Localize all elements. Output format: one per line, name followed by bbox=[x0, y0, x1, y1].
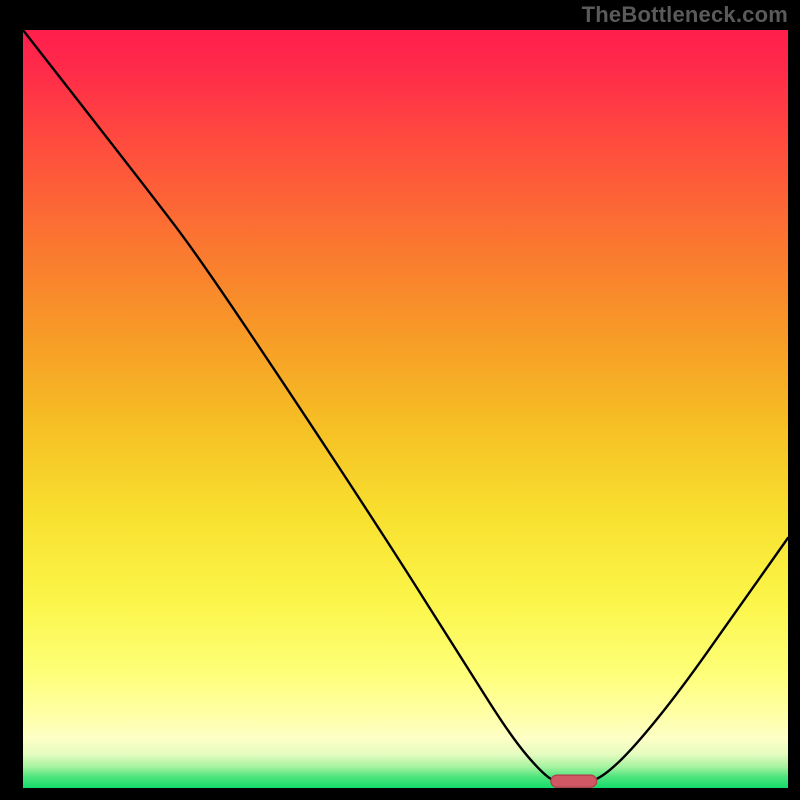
watermark-label: TheBottleneck.com bbox=[582, 2, 788, 28]
chart-container: TheBottleneck.com bbox=[0, 0, 800, 800]
chart-background bbox=[23, 30, 788, 788]
bottleneck-curve-chart bbox=[23, 30, 788, 788]
optimal-marker bbox=[551, 775, 597, 787]
